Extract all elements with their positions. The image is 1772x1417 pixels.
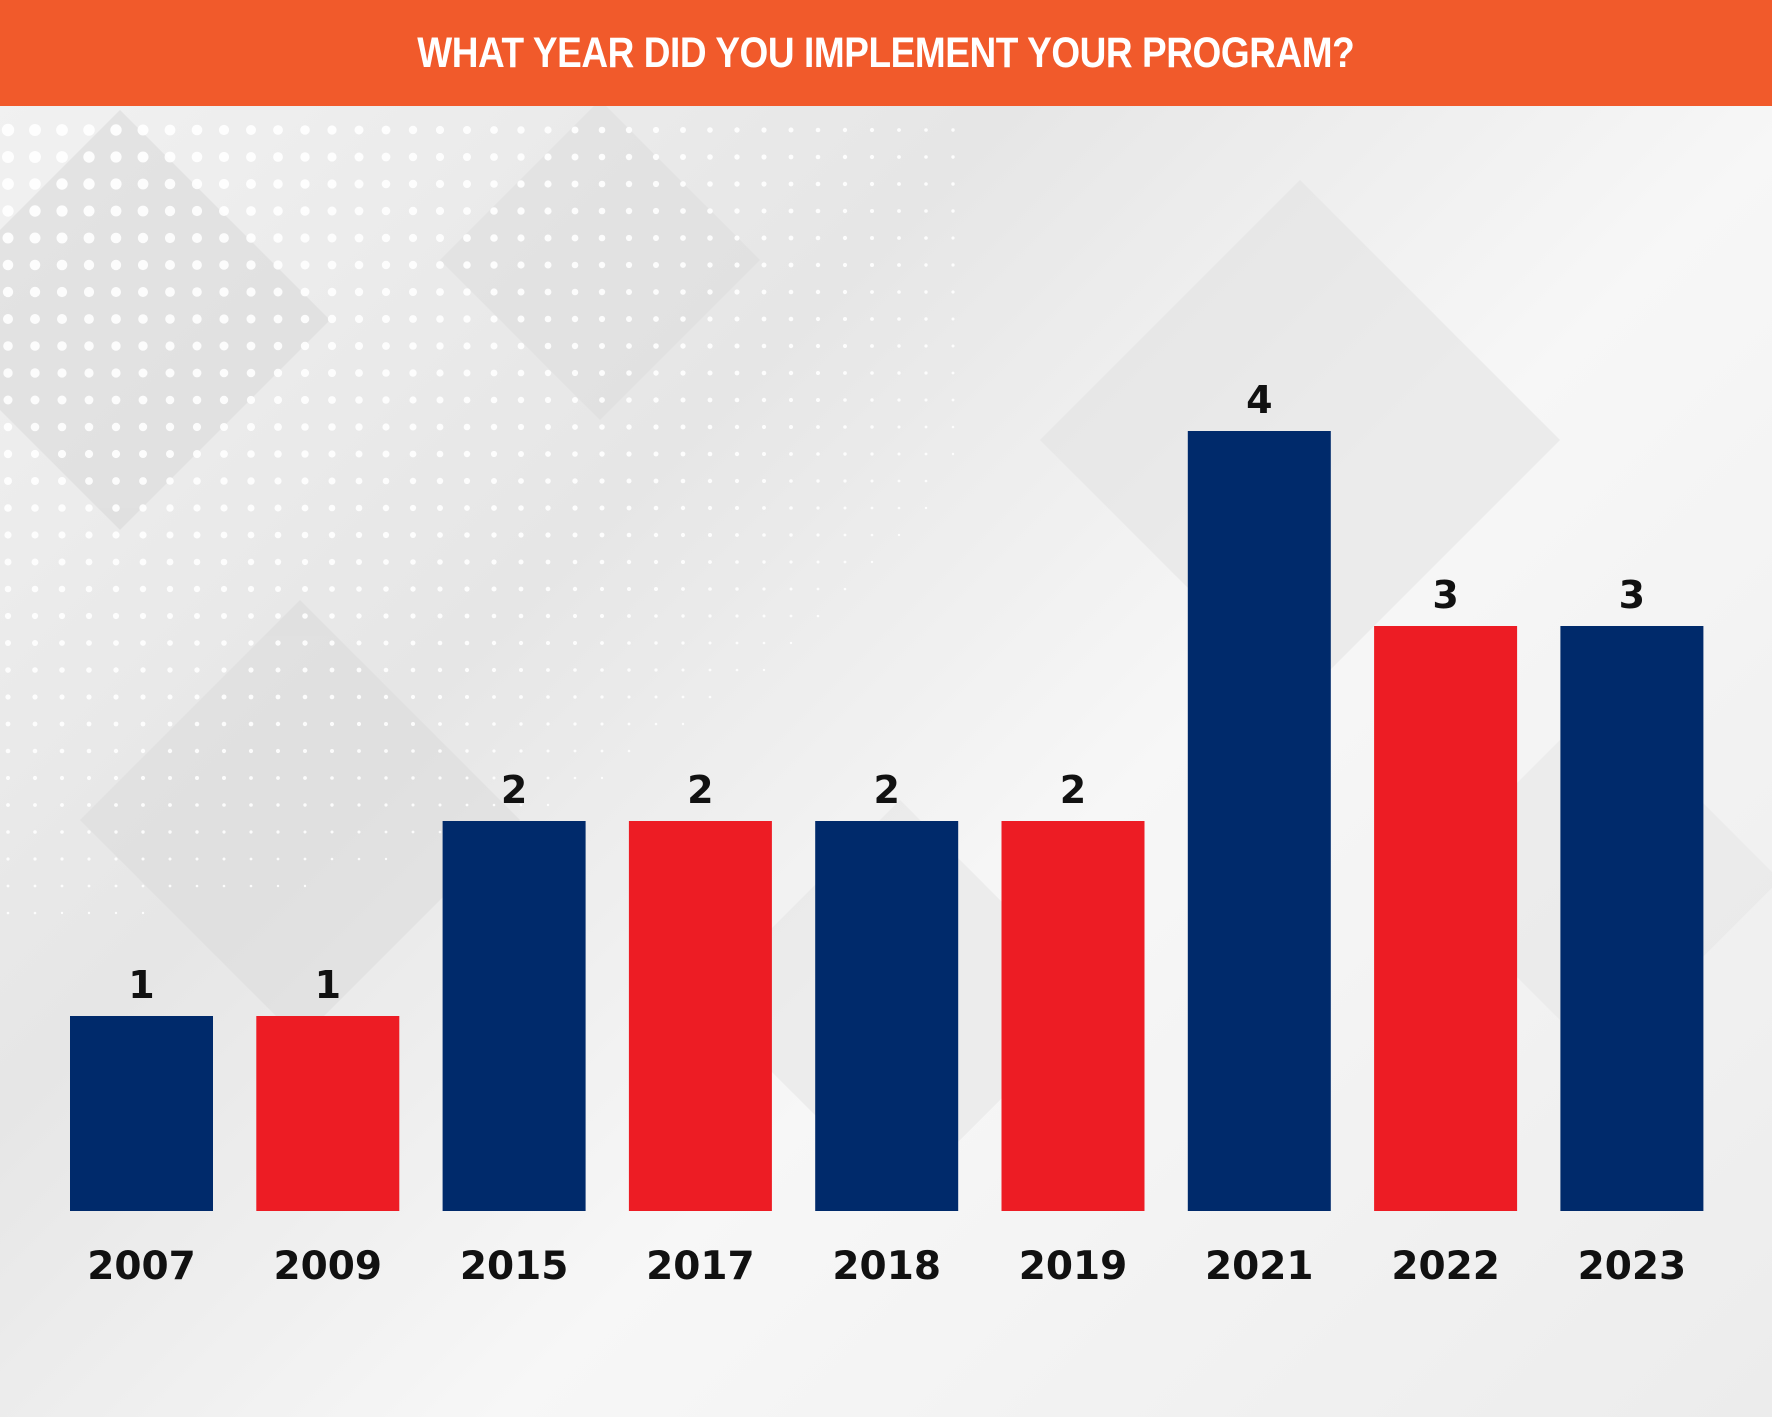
x-tick-label-2017: 2017	[646, 1244, 755, 1289]
bar-2007	[70, 1016, 213, 1211]
x-tick-label-2015: 2015	[460, 1244, 569, 1289]
bar-2017	[628, 821, 772, 1211]
x-tick-label-2023: 2023	[1578, 1244, 1687, 1289]
data-label-2019: 2	[1060, 768, 1086, 812]
data-label-2007: 1	[128, 963, 154, 1007]
x-tick-label-2018: 2018	[832, 1244, 941, 1289]
bar-2023	[1560, 626, 1704, 1211]
x-tick-label-2022: 2022	[1391, 1244, 1500, 1289]
chart-title: WHAT YEAR DID YOU IMPLEMENT YOUR PROGRAM…	[417, 28, 1355, 77]
bar-2015	[442, 821, 586, 1211]
data-label-2021: 4	[1246, 378, 1272, 422]
data-label-2022: 3	[1432, 573, 1458, 617]
data-label-2009: 1	[315, 963, 341, 1007]
data-label-2015: 2	[501, 768, 527, 812]
bar-2022	[1374, 626, 1518, 1211]
bar-2009	[256, 1016, 400, 1211]
chart-title-banner: WHAT YEAR DID YOU IMPLEMENT YOUR PROGRAM…	[0, 0, 1772, 106]
data-label-2023: 3	[1619, 573, 1645, 617]
x-tick-label-2007: 2007	[87, 1244, 196, 1289]
data-label-2017: 2	[687, 768, 713, 812]
x-tick-label-2021: 2021	[1205, 1244, 1314, 1289]
data-label-2018: 2	[873, 768, 899, 812]
bar-2021	[1187, 431, 1331, 1211]
x-tick-label-2009: 2009	[274, 1244, 383, 1289]
bar-2019	[1001, 821, 1145, 1211]
x-tick-label-2019: 2019	[1019, 1244, 1128, 1289]
bar-2018	[815, 821, 959, 1211]
